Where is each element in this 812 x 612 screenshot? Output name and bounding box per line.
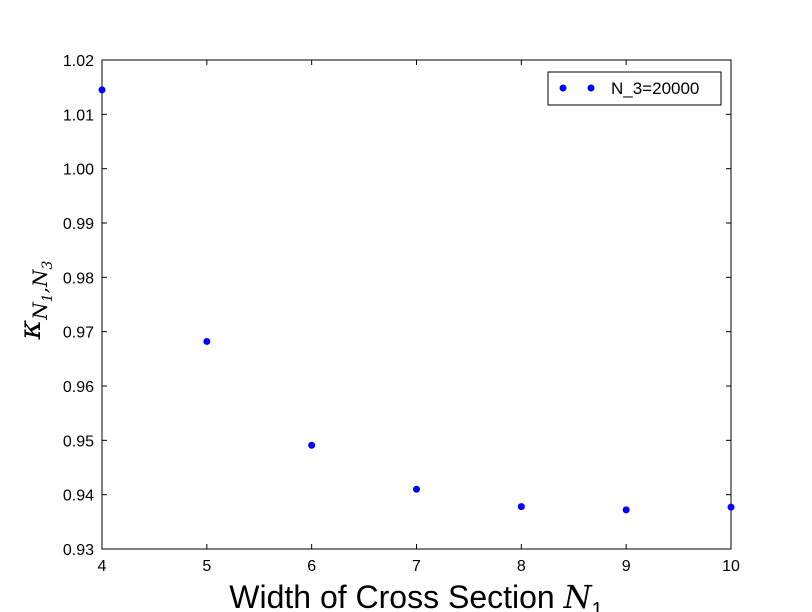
data-point xyxy=(98,86,106,94)
y-tick-label: 0.95 xyxy=(63,433,94,450)
data-points xyxy=(98,86,735,514)
x-tick-label: 7 xyxy=(412,558,421,575)
y-tick-label: 0.99 xyxy=(63,216,94,233)
data-point xyxy=(413,485,420,493)
y-axis-label: κN1,N3 xyxy=(13,260,56,340)
y-tick-label: 0.96 xyxy=(63,379,94,396)
data-point xyxy=(727,503,735,511)
y-tick-label: 1.01 xyxy=(63,107,94,124)
y-tick-label: 0.97 xyxy=(63,325,94,342)
plot-area xyxy=(101,59,732,550)
legend: N_3=20000 xyxy=(547,71,722,106)
x-tick-label: 8 xyxy=(517,558,526,575)
x-tick-label: 4 xyxy=(98,558,107,575)
legend-marker xyxy=(587,84,595,92)
x-tick-label: 10 xyxy=(722,558,740,575)
x-tick-labels: 4 5 6 7 8 9 10 xyxy=(98,558,740,575)
legend-box xyxy=(547,71,722,106)
legend-label: N_3=20000 xyxy=(611,79,699,98)
data-point xyxy=(203,337,211,345)
data-point xyxy=(622,506,630,514)
y-tick-labels: 0.93 0.94 0.95 0.96 0.97 0.98 0.99 1.00 1.01 1.02 xyxy=(63,53,94,559)
axis-ticks xyxy=(101,59,732,550)
y-tick-label: 0.98 xyxy=(63,270,94,287)
x-tick-label: 5 xyxy=(202,558,211,575)
y-tick-label: 0.93 xyxy=(63,542,94,559)
y-tick-label: 0.94 xyxy=(63,488,94,505)
y-tick-label: 1.02 xyxy=(63,53,94,70)
legend-marker xyxy=(559,84,567,92)
data-point xyxy=(308,441,316,449)
x-tick-label: 9 xyxy=(622,558,631,575)
x-axis-label: Width of Cross Section N1 xyxy=(229,578,602,612)
y-tick-label: 1.00 xyxy=(63,162,94,179)
x-tick-label: 6 xyxy=(307,558,316,575)
data-point xyxy=(517,503,525,511)
